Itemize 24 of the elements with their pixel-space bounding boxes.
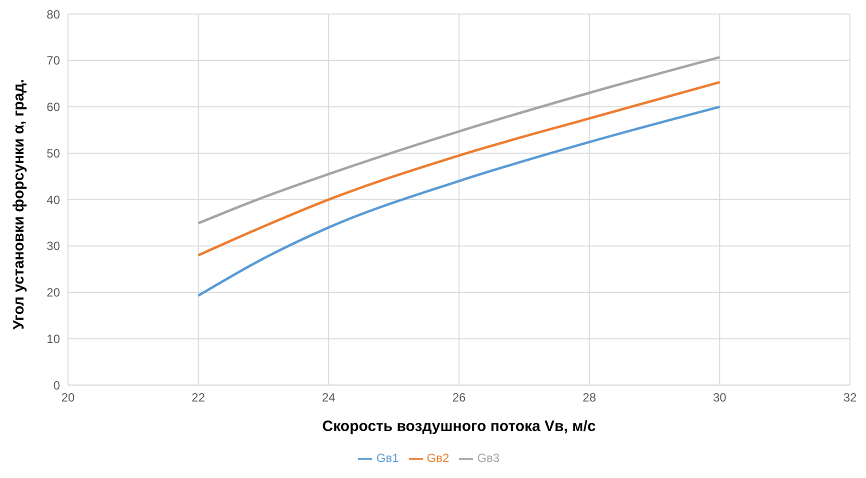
- y-tick-label: 60: [46, 100, 60, 114]
- line-series: [197, 106, 721, 297]
- line-series: [197, 80, 721, 257]
- x-tick-label: 28: [582, 390, 596, 405]
- legend-label: Gв1: [376, 451, 399, 466]
- y-tick-label: 20: [46, 286, 60, 300]
- y-tick-label: 80: [46, 7, 60, 22]
- x-tick-label: 20: [61, 390, 75, 405]
- x-tick-label: 24: [322, 390, 336, 405]
- y-tick-label: 40: [46, 192, 60, 207]
- y-tick-label: 0: [53, 378, 60, 392]
- y-tick-label: 70: [46, 54, 60, 68]
- x-tick-label: 26: [452, 390, 466, 405]
- x-tick-label: 22: [192, 390, 206, 405]
- y-axis-title: Угол установки форсунки α, град.: [10, 79, 28, 330]
- legend-label: Gв2: [426, 451, 450, 466]
- y-tick-label: 30: [46, 239, 60, 254]
- legend-label: Gв3: [477, 451, 500, 466]
- line-series: [197, 56, 721, 224]
- x-tick-label: 30: [712, 390, 727, 405]
- y-tick-label: 50: [46, 146, 60, 160]
- y-tick-label: 10: [46, 332, 60, 346]
- x-tick-label: 32: [843, 390, 857, 405]
- x-axis-title: Скорость воздушного потока Vв, м/с: [322, 418, 596, 436]
